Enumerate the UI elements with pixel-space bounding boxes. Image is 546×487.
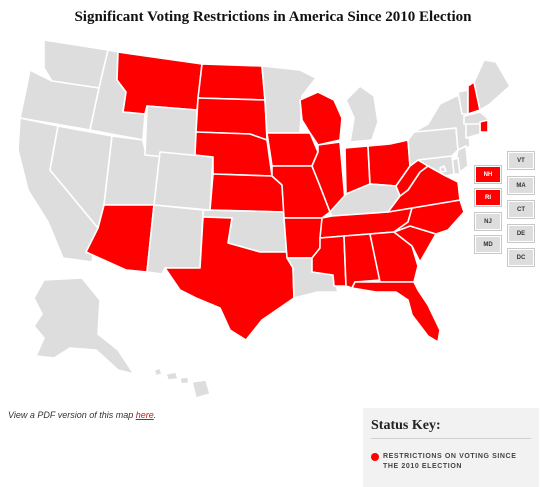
small-state-dc[interactable]: DC <box>509 250 533 265</box>
status-key-title: Status Key: <box>371 418 441 433</box>
small-state-ma[interactable]: MA <box>509 178 533 193</box>
state-dc[interactable] <box>439 165 447 173</box>
status-key-label: RESTRICTIONS ON VOTING SINCE THE 2010 EL… <box>383 453 517 470</box>
state-mt[interactable] <box>116 51 203 115</box>
state-nd[interactable] <box>197 63 266 101</box>
state-il[interactable] <box>311 141 346 213</box>
restricted-dot-icon <box>371 453 379 461</box>
status-key: Status Key: RESTRICTIONS ON VOTING SINCE… <box>363 408 539 487</box>
state-nc[interactable] <box>393 199 465 235</box>
state-me[interactable] <box>473 59 511 111</box>
small-state-nh[interactable]: NH <box>476 167 500 182</box>
small-state-ct[interactable]: CT <box>509 202 533 217</box>
map-title: Significant Voting Restrictions in Ameri… <box>74 9 472 25</box>
state-ks[interactable] <box>209 173 285 213</box>
pdf-note: View a PDF version of this map here. <box>8 410 156 420</box>
small-state-vt[interactable]: VT <box>509 153 533 168</box>
state-wy[interactable] <box>144 105 198 161</box>
small-state-ri[interactable]: RI <box>476 190 500 205</box>
small-state-md[interactable]: MD <box>476 237 500 252</box>
state-nm[interactable] <box>146 204 204 275</box>
small-state-nj[interactable]: NJ <box>476 214 500 229</box>
state-ak[interactable] <box>33 277 135 375</box>
state-co[interactable] <box>153 151 214 211</box>
state-hi[interactable] <box>153 367 211 399</box>
pdf-link[interactable]: here <box>135 410 154 420</box>
state-ct[interactable] <box>465 123 481 139</box>
us-map <box>17 39 511 399</box>
state-mi[interactable] <box>345 85 379 143</box>
state-tx[interactable] <box>164 216 295 341</box>
pdf-note-period: . <box>153 410 157 420</box>
state-ri[interactable] <box>479 119 489 133</box>
small-state-de[interactable]: DE <box>509 226 533 241</box>
pdf-note-text: View a PDF version of this map <box>8 410 136 420</box>
state-wi[interactable] <box>299 91 343 146</box>
status-key-divider <box>371 438 531 439</box>
state-fl[interactable] <box>351 281 441 343</box>
state-ia[interactable] <box>266 132 319 167</box>
